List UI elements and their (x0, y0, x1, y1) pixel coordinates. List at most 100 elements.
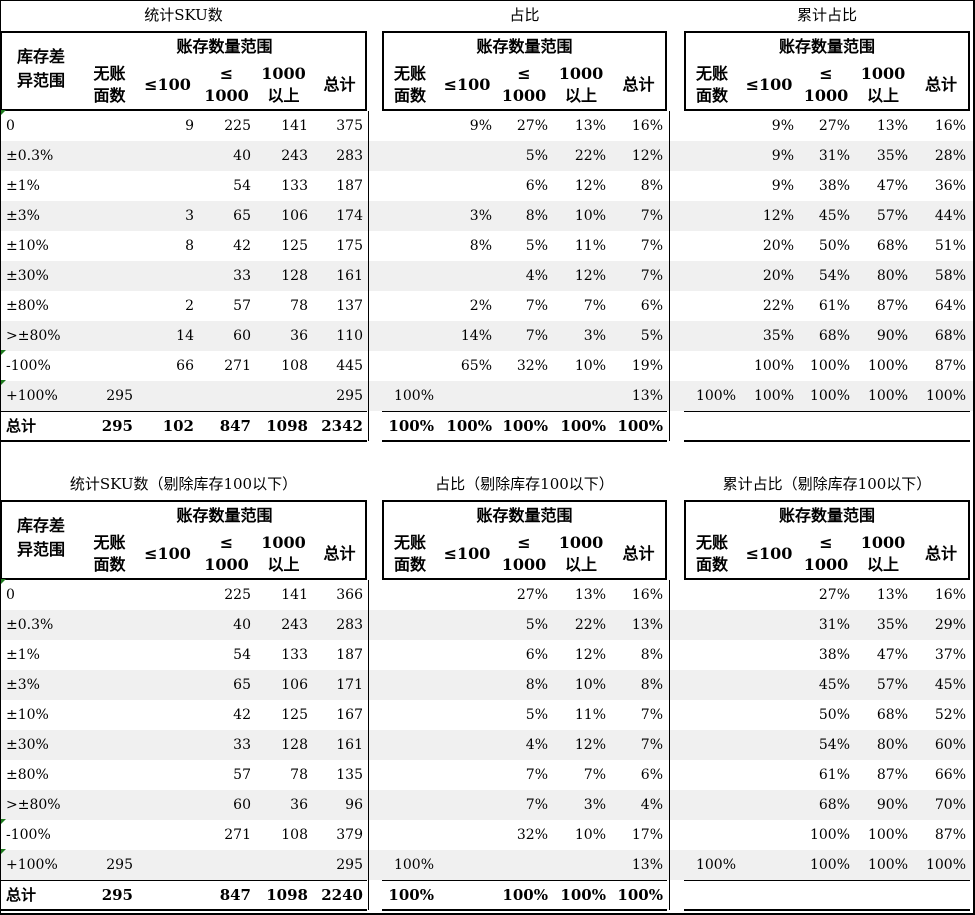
total-cell: 2240 (321, 886, 363, 904)
table-cell (137, 610, 198, 640)
table-cell: 225 (224, 587, 251, 603)
table-cell: 80% (876, 737, 908, 753)
row-label: ±30% (6, 268, 49, 284)
table-cell (82, 820, 137, 850)
table-cell: 60 (233, 797, 251, 813)
table-cell: 13% (574, 118, 606, 134)
row-label: ±30% (6, 737, 49, 753)
header-right-border (968, 500, 970, 580)
total-cell: 1098 (266, 886, 308, 904)
table-cell: 68% (876, 238, 908, 254)
table-cell (496, 850, 552, 880)
table-cell: 52% (934, 707, 966, 723)
row-label: -100% (6, 827, 51, 843)
table-cell: 65% (460, 358, 492, 374)
row-label: ±0.3% (6, 148, 54, 164)
panel-divider (368, 580, 369, 910)
table-cell (137, 730, 198, 760)
table-cell: 12% (574, 268, 606, 284)
table-cell: 171 (336, 677, 363, 693)
table-cell (684, 171, 740, 201)
table-cell: 38% (818, 178, 850, 194)
header-top-border (684, 500, 970, 502)
total-bottom-border (382, 909, 667, 911)
table-cell (552, 850, 610, 880)
table-cell: 96 (345, 797, 363, 813)
table-cell: 100% (809, 388, 850, 404)
table-cell: 61% (818, 767, 850, 783)
column-header: 1000 以上 (558, 64, 604, 105)
table-cell: 31% (818, 617, 850, 633)
table-cell: 22% (574, 617, 606, 633)
table-cell: 100% (867, 358, 908, 374)
table-cell (438, 820, 496, 850)
table-cell: 5% (640, 328, 663, 344)
table-cell: 100% (867, 388, 908, 404)
table-cell: 12% (631, 148, 663, 164)
total-top-border (382, 411, 667, 412)
column-header: 1000 以上 (558, 533, 604, 574)
total-label: 总计 (6, 417, 37, 435)
table-cell (552, 381, 610, 411)
table-cell: 80% (876, 268, 908, 284)
table-cell (137, 580, 198, 610)
table-cell (82, 261, 137, 291)
table-cell: 271 (224, 358, 251, 374)
total-cell (438, 880, 496, 910)
table-cell (438, 381, 496, 411)
column-header: 总计 (323, 75, 356, 94)
table-cell: 37% (934, 647, 966, 663)
table-cell (684, 610, 740, 640)
column-header: 1000 以上 (261, 533, 306, 574)
table-cell (255, 381, 312, 411)
table-cell (684, 760, 740, 790)
table-cell: 12% (762, 208, 794, 224)
table-cell: 108 (281, 827, 308, 843)
table-cell: 22% (574, 148, 606, 164)
total-cell: 295 (101, 417, 133, 435)
table-cell: 100% (867, 827, 908, 843)
table-cell: 87% (876, 767, 908, 783)
table-cell: 36 (290, 797, 308, 813)
table-cell: 44% (934, 208, 966, 224)
table-cell (382, 700, 438, 730)
table-cell: 13% (631, 617, 663, 633)
table-cell: 20% (762, 238, 794, 254)
table-cell: 68% (818, 797, 850, 813)
table-cell (82, 141, 137, 171)
group-header: 账存数量范围 (476, 506, 573, 525)
table-cell (740, 760, 798, 790)
table-cell: 45% (818, 208, 850, 224)
cell-marker-icon (1, 380, 6, 385)
table-cell: 7% (640, 737, 663, 753)
table-cell (82, 231, 137, 261)
table-cell: 12% (574, 647, 606, 663)
table-cell: 36% (934, 178, 966, 194)
column-header: 无账 面数 (393, 533, 426, 574)
table-cell: 9% (771, 148, 794, 164)
column-header: ≤100 (144, 544, 191, 563)
table-cell: 10% (574, 827, 606, 843)
table-cell: 108 (281, 358, 308, 374)
table-cell: 8% (525, 677, 548, 693)
table-cell: 3 (185, 208, 194, 224)
table-cell: 100% (695, 857, 736, 873)
table-cell: 3% (583, 328, 606, 344)
table-cell (684, 321, 740, 351)
header-right-border (665, 31, 667, 111)
header-top-border (684, 31, 970, 33)
table-cell: 100% (695, 388, 736, 404)
table-cell: 10% (574, 677, 606, 693)
table-cell (684, 820, 740, 850)
table-cell (82, 291, 137, 321)
table-cell (684, 700, 740, 730)
table-cell (82, 111, 137, 141)
table-cell: 283 (336, 148, 363, 164)
table-cell: 58% (934, 268, 966, 284)
column-header: 总计 (924, 544, 957, 563)
row-shade (0, 201, 975, 231)
table-cell (382, 640, 438, 670)
column-header: 1000 以上 (261, 64, 306, 105)
table-cell: 57 (233, 767, 251, 783)
table-cell: 100% (925, 857, 966, 873)
